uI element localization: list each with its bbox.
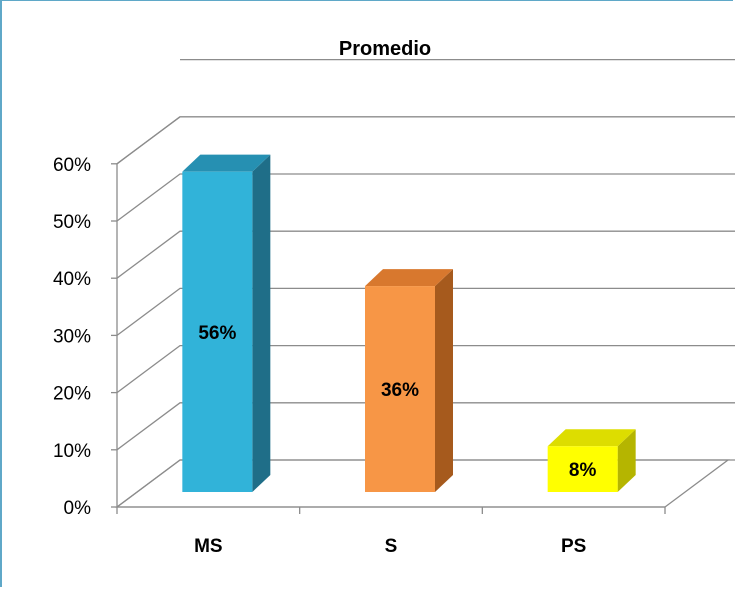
y-tick-label: 50% xyxy=(53,212,91,233)
x-category-label: S xyxy=(385,536,398,557)
x-category-label: PS xyxy=(561,536,586,557)
bar-top xyxy=(365,269,453,287)
gridline xyxy=(116,344,735,394)
bar-front xyxy=(547,446,618,492)
y-tick-label: 0% xyxy=(64,498,92,519)
x-category-label: MS xyxy=(194,536,223,557)
y-tick-label: 60% xyxy=(53,155,91,176)
bars: 56% 36% 8% xyxy=(182,154,636,492)
bar-front xyxy=(365,286,435,492)
data-label: 8% xyxy=(569,460,597,481)
bar-ps: 8% xyxy=(547,429,636,492)
chart-title: Promedio xyxy=(339,38,431,60)
gridline xyxy=(116,116,181,165)
x-axis-category-labels: MS S PS xyxy=(116,507,666,557)
bar-side xyxy=(252,154,271,492)
y-tick-label: 20% xyxy=(53,384,91,405)
bar-ms: 56% xyxy=(182,154,271,492)
y-tick-label: 10% xyxy=(53,441,91,462)
y-axis-tick-labels: 0% 10% 20% 30% 40% 50% 60% xyxy=(53,155,117,519)
y-tick-label: 30% xyxy=(53,326,91,347)
data-label: 36% xyxy=(381,380,419,401)
gridline xyxy=(116,230,735,279)
bar-front xyxy=(182,171,253,492)
y-tick-label: 40% xyxy=(53,269,91,290)
bar-side xyxy=(435,269,453,492)
gridline xyxy=(116,402,735,451)
bar-side xyxy=(617,429,636,492)
gridline xyxy=(116,287,735,336)
bar-top xyxy=(547,429,636,447)
data-label: 56% xyxy=(198,323,236,344)
gridline xyxy=(116,173,735,222)
bar-top xyxy=(182,154,271,172)
bar-s: 36% xyxy=(365,269,453,492)
